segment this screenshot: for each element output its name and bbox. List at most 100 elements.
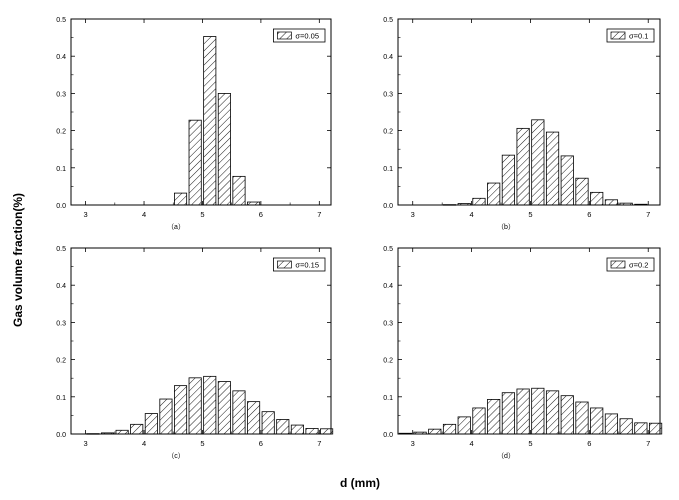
y-tick-label: 0.1 xyxy=(56,395,66,402)
subplot-a: 0.0 0.1 0.2 0.3 0.4 0.5 3 4 5 6 7 σ=0.05 （a） xyxy=(56,17,332,231)
x-tick-label: 4 xyxy=(142,210,146,219)
bar xyxy=(560,155,574,206)
bar xyxy=(487,182,501,206)
bar xyxy=(174,192,188,206)
bar xyxy=(516,388,530,435)
x-tick-label: 3 xyxy=(84,439,88,448)
bar xyxy=(159,398,173,435)
bar xyxy=(115,429,129,435)
x-tick-label: 6 xyxy=(587,210,591,219)
bar xyxy=(188,119,202,206)
bar xyxy=(261,411,275,435)
x-tick-label: 4 xyxy=(142,439,146,448)
legend-swatch xyxy=(610,260,626,269)
bar xyxy=(442,423,457,435)
bar xyxy=(590,191,604,206)
bar xyxy=(604,413,619,435)
y-tick-label: 0.1 xyxy=(56,166,66,173)
bar xyxy=(232,175,246,206)
y-tick-label: 0.2 xyxy=(56,358,66,365)
subplot-caption: （a） xyxy=(167,223,185,231)
bar xyxy=(545,390,560,435)
x-tick-label: 4 xyxy=(470,210,474,219)
bar xyxy=(590,407,604,435)
y-tick-label: 0.3 xyxy=(383,320,393,327)
subplot-caption: （d） xyxy=(497,452,515,460)
y-tick-label: 0.2 xyxy=(383,129,393,136)
legend-swatch xyxy=(277,260,292,269)
bar xyxy=(247,401,261,435)
bar xyxy=(604,199,619,206)
subplot-caption: （c） xyxy=(167,452,185,460)
legend-label: σ=0.15 xyxy=(295,261,319,270)
x-tick-label: 3 xyxy=(411,210,415,219)
bar xyxy=(217,381,231,435)
bar xyxy=(634,422,648,435)
y-tick-label: 0.4 xyxy=(56,54,66,61)
y-tick-label: 0.3 xyxy=(56,320,66,327)
bar xyxy=(545,131,560,206)
bar xyxy=(501,392,515,435)
x-tick-label: 3 xyxy=(411,439,415,448)
x-tick-label: 5 xyxy=(528,210,532,219)
x-tick-label: 7 xyxy=(317,439,321,448)
bar xyxy=(130,423,144,435)
bar xyxy=(531,387,545,435)
x-tick-label: 5 xyxy=(200,439,204,448)
legend-label: σ=0.05 xyxy=(295,32,319,41)
y-tick-label: 0.5 xyxy=(56,17,66,24)
legend-label: σ=0.2 xyxy=(629,261,648,270)
bar xyxy=(531,119,545,206)
bar xyxy=(472,407,486,435)
bar xyxy=(501,154,515,206)
bar xyxy=(290,424,304,435)
x-tick-label: 7 xyxy=(646,210,650,219)
x-tick-label: 7 xyxy=(317,210,321,219)
bar xyxy=(144,413,158,435)
y-tick-label: 0.0 xyxy=(56,432,66,439)
x-tick-label: 3 xyxy=(84,210,88,219)
x-tick-label: 6 xyxy=(587,439,591,448)
y-tick-label: 0.4 xyxy=(56,283,66,290)
x-tick-label: 7 xyxy=(646,439,650,448)
x-axis-title: d (mm) xyxy=(340,476,380,490)
x-tick-label: 6 xyxy=(259,210,263,219)
legend-label: σ=0.1 xyxy=(629,32,648,41)
y-tick-label: 0.0 xyxy=(383,432,393,439)
y-tick-label: 0.3 xyxy=(56,91,66,98)
bar xyxy=(305,428,319,435)
y-tick-label: 0.1 xyxy=(383,395,393,402)
bar xyxy=(174,385,188,435)
bar xyxy=(203,375,217,435)
y-tick-label: 0.5 xyxy=(383,246,393,253)
y-tick-label: 0.4 xyxy=(383,54,393,61)
y-tick-label: 0.2 xyxy=(56,129,66,136)
x-tick-label: 4 xyxy=(470,439,474,448)
y-tick-label: 0.0 xyxy=(383,203,393,210)
bar xyxy=(560,395,574,435)
x-tick-label: 5 xyxy=(528,439,532,448)
bar xyxy=(428,428,442,435)
x-tick-label: 5 xyxy=(200,210,204,219)
y-tick-label: 0.5 xyxy=(383,17,393,24)
x-tick-label: 6 xyxy=(259,439,263,448)
bar xyxy=(217,93,231,206)
y-tick-label: 0.2 xyxy=(383,358,393,365)
subplot-b: 0.0 0.1 0.2 0.3 0.4 0.5 3 4 5 6 7 σ=0.1 （b） xyxy=(383,17,661,231)
y-tick-label: 0.1 xyxy=(383,166,393,173)
bar xyxy=(575,401,589,435)
y-tick-label: 0.3 xyxy=(383,91,393,98)
bar xyxy=(188,377,202,435)
bar xyxy=(516,127,530,206)
y-tick-label: 0.4 xyxy=(383,283,393,290)
bar xyxy=(575,177,589,206)
legend-swatch xyxy=(277,31,292,40)
bar xyxy=(487,399,501,435)
bar xyxy=(203,36,217,206)
bar xyxy=(232,390,246,435)
legend-swatch xyxy=(610,31,626,40)
subplot-c: 0.0 0.1 0.2 0.3 0.4 0.5 3 4 5 6 7 σ=0.15 （c） xyxy=(56,246,334,460)
bar xyxy=(619,418,633,435)
